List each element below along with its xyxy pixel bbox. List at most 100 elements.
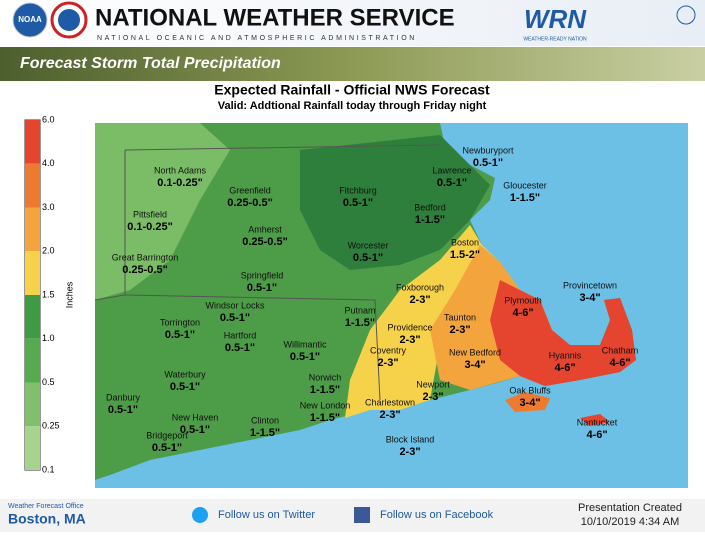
legend-label: 6.0 [42,114,55,124]
city-name: New Haven [172,412,219,422]
city-amount: 0.5-1" [290,351,320,363]
city-amount: 0.5-1" [343,197,373,209]
city-name: Newburyport [462,145,514,155]
doc-logo [676,5,696,25]
city-name: Chatham [602,345,639,355]
city-amount: 0.25-0.5" [242,236,288,248]
city-name: Block Island [386,434,435,444]
noaa-logo [12,2,48,38]
city-name: Providence [387,322,432,332]
city-name: Bridgeport [146,430,188,440]
city-amount: 0.5-1" [220,312,250,324]
city-name: Fitchburg [339,185,377,195]
legend-label: 4.0 [42,158,55,168]
legend-swatch [25,251,40,295]
city-name: Putnam [344,305,375,315]
legend-label: 2.0 [42,246,55,256]
state-line [124,144,441,151]
header-bg [0,0,705,46]
city-amount: 1-1.5" [415,214,445,226]
city-name: North Adams [154,165,207,175]
city-amount: 1-1.5" [250,427,280,439]
city-name: Torrington [160,317,200,327]
city-amount: 1-1.5" [510,192,540,204]
city-name: Willimantic [283,339,327,349]
noaa-logo-text: NOAA [18,15,42,24]
city-amount: 2-3" [409,294,430,306]
city-name: Waterbury [164,369,206,379]
city-amount: 0.5-1" [247,282,277,294]
city-name: Plymouth [504,295,542,305]
state-line [124,294,381,401]
footer-bg [0,499,705,532]
city-name: New Bedford [449,347,501,357]
city-amount: 4-6" [609,357,630,369]
city-name: Danbury [106,392,141,402]
banner-bg [0,47,705,81]
legend-label: 1.0 [42,333,55,343]
city-name: Springfield [241,270,284,280]
city-amount: 0.1-0.25" [127,221,173,233]
city-name: Foxborough [396,282,444,292]
city-amount: 3-4" [579,292,600,304]
legend-swatch [25,426,40,470]
city-amount: 0.5-1" [170,381,200,393]
banner-title: Forecast Storm Total Precipitation [20,55,281,72]
twitter-link[interactable]: Follow us on Twitter [218,509,315,521]
legend-label: 0.1 [42,464,55,474]
city-name: New London [300,400,351,410]
city-amount: 1-1.5" [310,412,340,424]
map-title: Expected Rainfall - Official NWS Forecas… [214,82,490,98]
city-name: Amherst [248,224,282,234]
header-subtitle: NATIONAL OCEANIC AND ATMOSPHERIC ADMINIS… [97,35,417,42]
city-name: Hyannis [549,350,582,360]
city-amount: 0.5-1" [152,442,182,454]
city-name: Bedford [414,202,446,212]
city-amount: 0.5-1" [225,342,255,354]
city-name: Windsor Locks [205,300,265,310]
city-amount: 4-6" [512,307,533,319]
city-name: Boston [451,237,479,247]
city-amount: 0.25-0.5" [122,264,168,276]
legend-title: Inches [64,281,74,308]
city-amount: 2-3" [449,324,470,336]
map-subtitle: Valid: Addtional Rainfall today through … [218,100,487,112]
legend-label: 3.0 [42,202,55,212]
city-amount: 1.5-2" [450,249,480,261]
city-name: Pittsfield [133,209,167,219]
map [94,123,688,488]
legend-swatch [25,207,40,252]
footer-office-label: Weather Forecast Office [8,503,84,510]
city-amount: 3-4" [464,359,485,371]
city-amount: 1-1.5" [310,384,340,396]
city-amount: 0.5-1" [353,252,383,264]
nws-logo-inner [58,9,80,31]
legend-swatch [25,163,40,208]
city-amount: 0.1-0.25" [157,177,203,189]
dark-green-zone [300,135,490,270]
city-name: Coventry [370,345,407,355]
legend-label: 1.5 [42,289,55,299]
legend-label: 0.25 [42,421,60,431]
city-name: Great Barrington [112,252,179,262]
city-name: Charlestown [365,397,415,407]
city-name: Oak Bluffs [509,385,551,395]
city-amount: 0.25-0.5" [227,197,273,209]
footer-office: Boston, MA [8,511,86,527]
red-zone [490,280,636,386]
city-name: Provincetown [563,280,617,290]
legend-swatch [25,295,40,339]
facebook-link[interactable]: Follow us on Facebook [380,509,494,521]
city-amount: 2-3" [422,391,443,403]
created-date: 10/10/2019 4:34 AM [581,516,679,528]
header-title: NATIONAL WEATHER SERVICE [95,4,455,31]
twitter-icon [192,507,208,523]
light-green-zone [95,123,230,300]
city-name: Worcester [348,240,389,250]
legend-swatch [25,120,40,164]
wrn-logo: WRN [524,4,587,34]
city-name: Hartford [224,330,257,340]
wrn-tagline: WEATHER-READY NATION [523,36,587,42]
city-amount: 2-3" [379,409,400,421]
city-name: Nantucket [577,417,618,427]
